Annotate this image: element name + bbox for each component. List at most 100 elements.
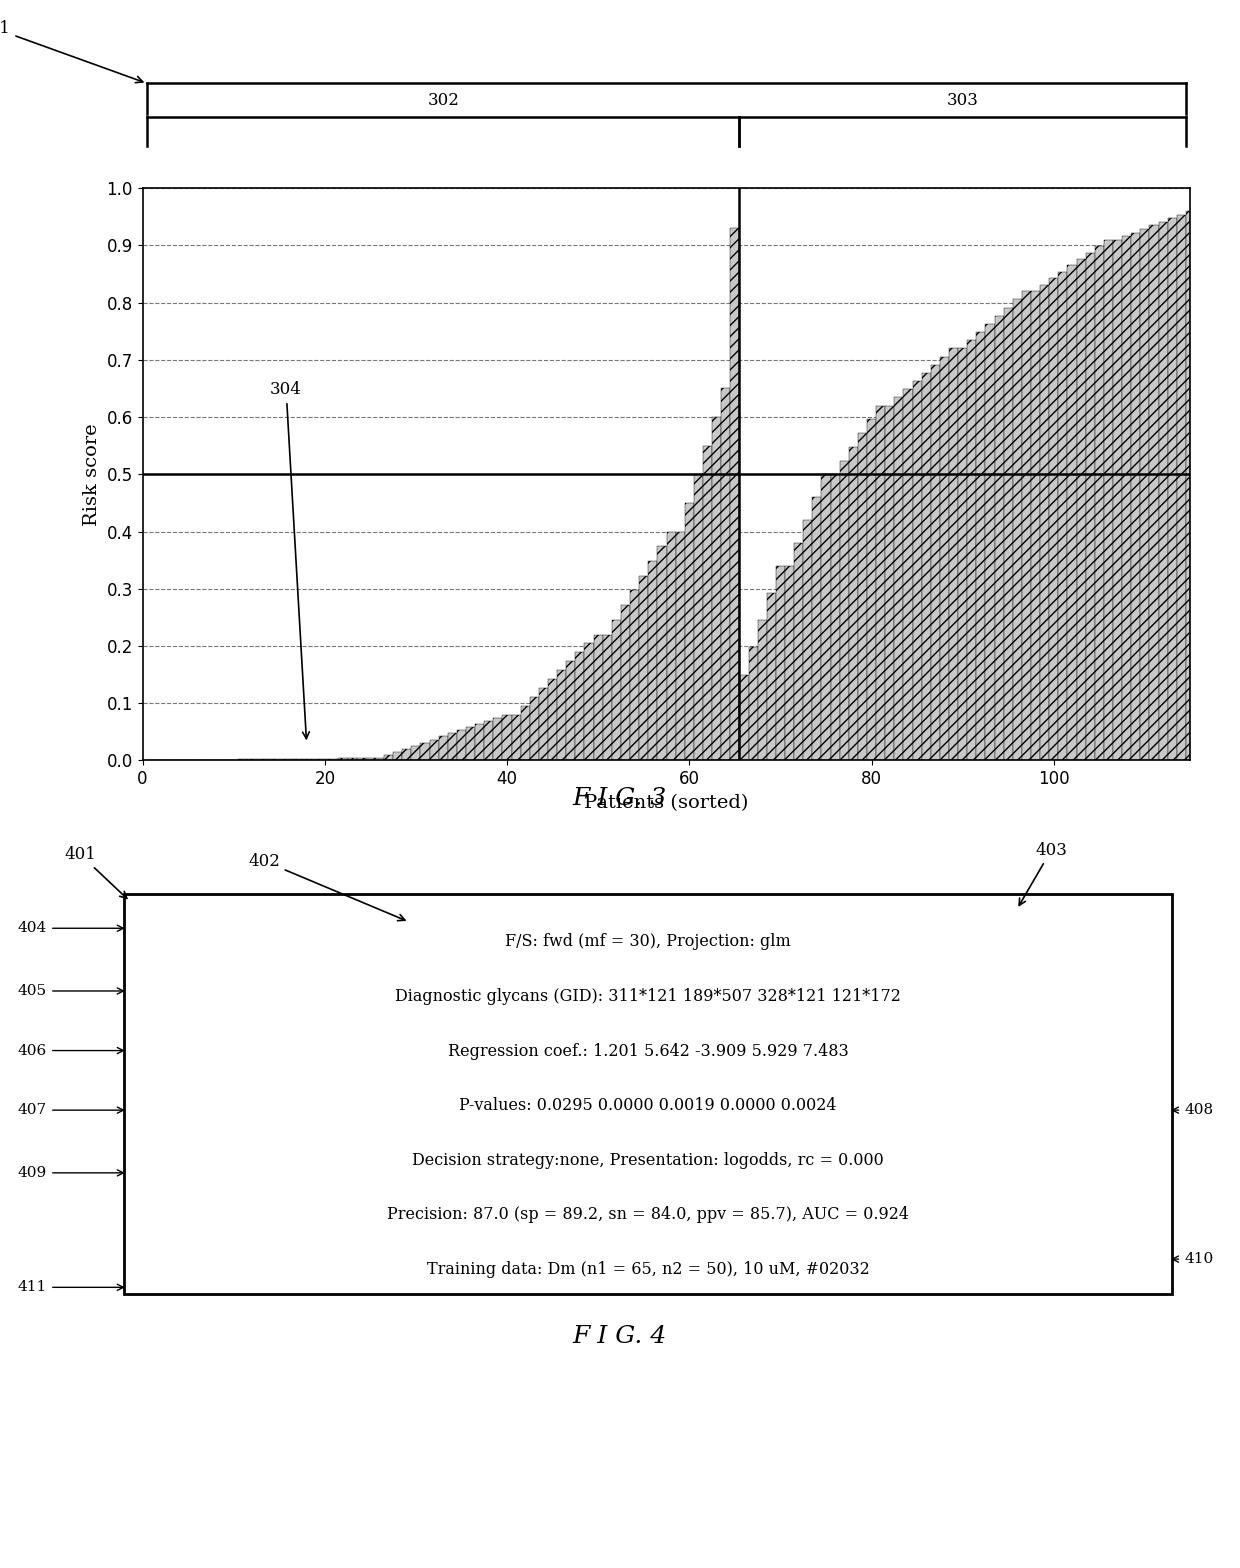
Text: 407: 407 xyxy=(19,1104,124,1116)
Bar xyxy=(831,475,839,760)
Bar xyxy=(1058,271,1068,760)
Bar xyxy=(384,756,393,760)
Bar xyxy=(839,461,848,760)
Bar xyxy=(994,315,1003,760)
Bar xyxy=(420,743,429,760)
Bar xyxy=(804,521,812,760)
Bar xyxy=(347,759,357,760)
Bar xyxy=(439,737,448,760)
Bar xyxy=(749,648,758,760)
Bar xyxy=(949,348,959,760)
Text: P-values: 0.0295 0.0000 0.0019 0.0000 0.0024: P-values: 0.0295 0.0000 0.0019 0.0000 0.… xyxy=(459,1098,837,1115)
Text: Regression coef.: 1.201 5.642 -3.909 5.929 7.483: Regression coef.: 1.201 5.642 -3.909 5.9… xyxy=(448,1043,848,1060)
Text: 402: 402 xyxy=(248,853,405,920)
Bar xyxy=(931,365,940,760)
Bar xyxy=(875,406,885,760)
Bar xyxy=(494,718,502,760)
Bar xyxy=(794,543,804,760)
Bar xyxy=(766,593,776,760)
Bar xyxy=(730,229,739,760)
Bar xyxy=(330,759,339,760)
Bar xyxy=(758,621,766,760)
Bar xyxy=(812,497,821,760)
Bar xyxy=(1013,299,1022,760)
Bar xyxy=(986,325,994,760)
Bar xyxy=(320,759,330,760)
Bar xyxy=(521,706,529,760)
Bar xyxy=(1177,215,1185,760)
Bar xyxy=(821,475,831,760)
Bar xyxy=(1022,292,1030,760)
Bar xyxy=(311,759,320,760)
Text: 304: 304 xyxy=(270,381,309,739)
Bar xyxy=(557,670,567,760)
Bar xyxy=(466,728,475,760)
Text: 410: 410 xyxy=(1172,1253,1214,1265)
Text: F I G. 3: F I G. 3 xyxy=(573,787,667,811)
Bar xyxy=(967,340,976,760)
Bar xyxy=(548,679,557,760)
Bar xyxy=(1095,246,1104,760)
Bar xyxy=(657,546,667,760)
Text: 405: 405 xyxy=(19,985,124,997)
Bar xyxy=(603,635,611,760)
Text: 409: 409 xyxy=(17,1167,124,1179)
Bar xyxy=(303,759,311,760)
Bar xyxy=(1068,265,1076,760)
X-axis label: Patients (sorted): Patients (sorted) xyxy=(584,793,749,812)
Bar xyxy=(894,397,904,760)
Bar xyxy=(575,652,584,760)
Bar xyxy=(913,381,921,760)
Bar xyxy=(776,566,785,760)
Bar xyxy=(339,759,347,760)
Bar xyxy=(475,724,485,760)
Bar xyxy=(712,417,722,760)
Bar xyxy=(429,740,439,760)
Bar xyxy=(1114,240,1122,760)
Bar xyxy=(639,575,649,760)
Bar xyxy=(502,715,512,760)
Bar xyxy=(1185,212,1195,760)
Bar xyxy=(1141,229,1149,760)
Bar xyxy=(621,605,630,760)
Bar xyxy=(1049,278,1058,760)
Bar xyxy=(611,619,621,760)
Text: 403: 403 xyxy=(1019,842,1068,905)
Bar xyxy=(529,696,539,760)
Text: Decision strategy:none, Presentation: logodds, rc = 0.000: Decision strategy:none, Presentation: lo… xyxy=(412,1152,884,1168)
Text: Precision: 87.0 (sp = 89.2, sn = 84.0, ppv = 85.7), AUC = 0.924: Precision: 87.0 (sp = 89.2, sn = 84.0, p… xyxy=(387,1206,909,1223)
Bar xyxy=(512,715,521,760)
Bar xyxy=(904,389,913,760)
Bar xyxy=(594,635,603,760)
Bar xyxy=(1040,285,1049,760)
Bar xyxy=(630,591,639,760)
Bar xyxy=(739,674,749,760)
Bar xyxy=(485,721,494,760)
Bar xyxy=(940,356,949,760)
Bar xyxy=(1086,252,1095,760)
Bar xyxy=(703,445,712,760)
Bar xyxy=(567,662,575,760)
Bar xyxy=(412,746,420,760)
Bar xyxy=(1104,240,1114,760)
Bar xyxy=(885,406,894,760)
Bar xyxy=(676,532,684,760)
Bar xyxy=(1003,307,1013,760)
Bar xyxy=(1168,218,1177,760)
Text: Diagnostic glycans (GID): 311*121 189*507 328*121 121*172: Diagnostic glycans (GID): 311*121 189*50… xyxy=(396,988,900,1005)
FancyBboxPatch shape xyxy=(124,894,1172,1294)
Bar xyxy=(374,759,384,760)
Bar xyxy=(694,475,703,760)
Bar xyxy=(867,419,875,760)
Bar xyxy=(921,373,931,760)
Bar xyxy=(684,503,694,760)
Bar xyxy=(584,643,594,760)
Y-axis label: Risk score: Risk score xyxy=(83,423,100,525)
Text: F/S: fwd (mf = 30), Projection: glm: F/S: fwd (mf = 30), Projection: glm xyxy=(505,933,791,950)
Text: 404: 404 xyxy=(17,922,124,935)
Text: 411: 411 xyxy=(17,1281,124,1294)
Bar xyxy=(393,753,402,760)
Text: 302: 302 xyxy=(428,93,459,108)
Bar xyxy=(1076,259,1086,760)
Text: 406: 406 xyxy=(17,1044,124,1057)
